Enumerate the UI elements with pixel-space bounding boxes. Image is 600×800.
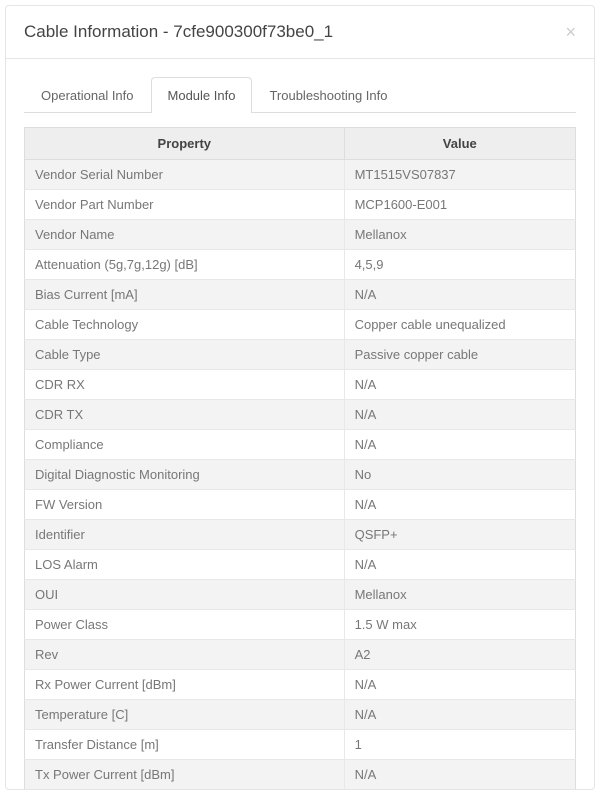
property-cell: Bias Current [mA] — [25, 280, 345, 310]
tab-operational-info[interactable]: Operational Info — [24, 77, 151, 113]
table-row: Cable TypePassive copper cable — [25, 340, 576, 370]
table-row: Vendor Serial NumberMT1515VS07837 — [25, 160, 576, 190]
property-cell: FW Version — [25, 490, 345, 520]
table-row: Cable TechnologyCopper cable unequalized — [25, 310, 576, 340]
table-row: FW VersionN/A — [25, 490, 576, 520]
table-row: RevA2 — [25, 640, 576, 670]
tab-list: Operational Info Module Info Troubleshoo… — [24, 77, 576, 113]
property-cell: Cable Type — [25, 340, 345, 370]
value-cell: QSFP+ — [344, 520, 575, 550]
close-icon[interactable]: × — [565, 23, 576, 41]
value-cell: Copper cable unequalized — [344, 310, 575, 340]
value-cell: 1 — [344, 730, 575, 760]
property-cell: Rev — [25, 640, 345, 670]
table-row: Tx Power Current [dBm]N/A — [25, 760, 576, 790]
value-cell: N/A — [344, 400, 575, 430]
value-cell: Mellanox — [344, 580, 575, 610]
table-row: CDR RXN/A — [25, 370, 576, 400]
property-cell: CDR TX — [25, 400, 345, 430]
value-cell: N/A — [344, 490, 575, 520]
table-row: OUIMellanox — [25, 580, 576, 610]
modal-title: Cable Information - 7cfe900300f73be0_1 — [24, 22, 333, 42]
property-cell: OUI — [25, 580, 345, 610]
modal-header: Cable Information - 7cfe900300f73be0_1 × — [6, 6, 594, 59]
value-cell: Passive copper cable — [344, 340, 575, 370]
value-cell: N/A — [344, 280, 575, 310]
table-row: CDR TXN/A — [25, 400, 576, 430]
table-row: Transfer Distance [m]1 — [25, 730, 576, 760]
property-cell: Identifier — [25, 520, 345, 550]
property-cell: Digital Diagnostic Monitoring — [25, 460, 345, 490]
table-row: Power Class1.5 W max — [25, 610, 576, 640]
property-cell: Vendor Part Number — [25, 190, 345, 220]
property-cell: Compliance — [25, 430, 345, 460]
value-cell: 4,5,9 — [344, 250, 575, 280]
col-value: Value — [344, 128, 575, 160]
col-property: Property — [25, 128, 345, 160]
value-cell: 1.5 W max — [344, 610, 575, 640]
property-cell: LOS Alarm — [25, 550, 345, 580]
value-cell: N/A — [344, 430, 575, 460]
value-cell: Mellanox — [344, 220, 575, 250]
table-row: IdentifierQSFP+ — [25, 520, 576, 550]
property-cell: Vendor Serial Number — [25, 160, 345, 190]
value-cell: N/A — [344, 370, 575, 400]
properties-table: Property Value Vendor Serial NumberMT151… — [24, 127, 576, 789]
property-cell: Rx Power Current [dBm] — [25, 670, 345, 700]
table-row: Vendor NameMellanox — [25, 220, 576, 250]
table-row: ComplianceN/A — [25, 430, 576, 460]
modal-body: Operational Info Module Info Troubleshoo… — [6, 59, 594, 789]
property-cell: Temperature [C] — [25, 700, 345, 730]
cable-info-modal: Cable Information - 7cfe900300f73be0_1 ×… — [5, 5, 595, 790]
value-cell: N/A — [344, 670, 575, 700]
property-cell: Attenuation (5g,7g,12g) [dB] — [25, 250, 345, 280]
value-cell: No — [344, 460, 575, 490]
property-cell: Tx Power Current [dBm] — [25, 760, 345, 790]
property-cell: Vendor Name — [25, 220, 345, 250]
property-cell: Transfer Distance [m] — [25, 730, 345, 760]
table-row: Attenuation (5g,7g,12g) [dB]4,5,9 — [25, 250, 576, 280]
table-row: LOS AlarmN/A — [25, 550, 576, 580]
value-cell: N/A — [344, 760, 575, 790]
value-cell: N/A — [344, 550, 575, 580]
table-row: Digital Diagnostic MonitoringNo — [25, 460, 576, 490]
property-cell: Cable Technology — [25, 310, 345, 340]
property-cell: CDR RX — [25, 370, 345, 400]
tab-module-info[interactable]: Module Info — [151, 77, 253, 113]
table-row: Vendor Part NumberMCP1600-E001 — [25, 190, 576, 220]
value-cell: MT1515VS07837 — [344, 160, 575, 190]
table-row: Temperature [C]N/A — [25, 700, 576, 730]
table-row: Bias Current [mA]N/A — [25, 280, 576, 310]
value-cell: A2 — [344, 640, 575, 670]
value-cell: MCP1600-E001 — [344, 190, 575, 220]
table-row: Rx Power Current [dBm]N/A — [25, 670, 576, 700]
tab-troubleshooting-info[interactable]: Troubleshooting Info — [252, 77, 404, 113]
property-cell: Power Class — [25, 610, 345, 640]
value-cell: N/A — [344, 700, 575, 730]
